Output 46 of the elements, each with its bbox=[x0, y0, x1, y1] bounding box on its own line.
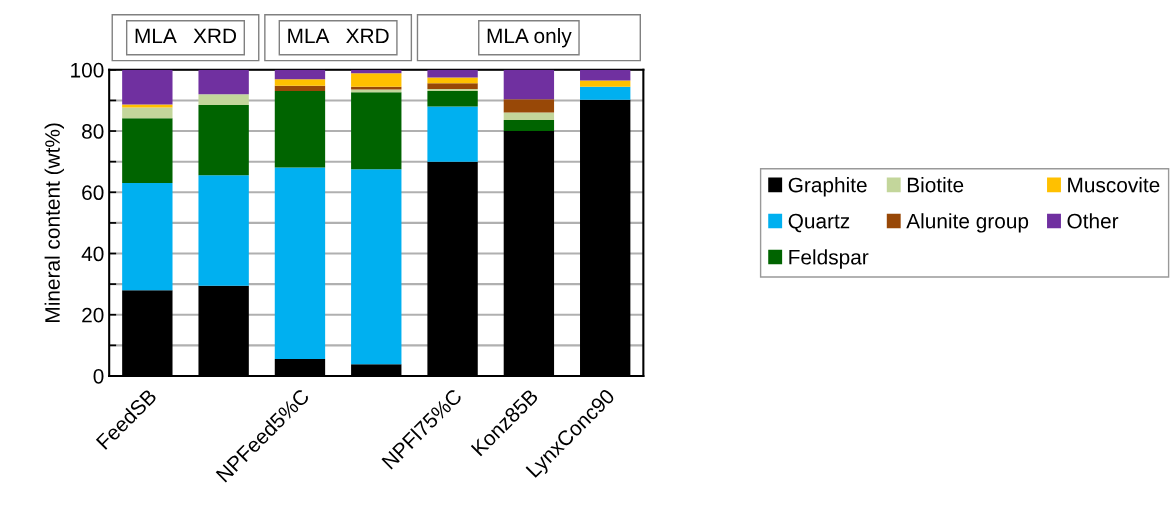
bar bbox=[122, 104, 173, 108]
legend-label: Other bbox=[1067, 213, 1119, 229]
bar bbox=[122, 69, 173, 105]
y-tick-label: 20 bbox=[82, 307, 104, 323]
bar bbox=[274, 69, 326, 80]
text: MLA XRD bbox=[288, 28, 389, 44]
bar bbox=[427, 90, 478, 107]
bar bbox=[580, 69, 631, 81]
bar bbox=[580, 80, 631, 87]
bar bbox=[503, 120, 555, 132]
bar bbox=[274, 90, 326, 168]
bar bbox=[427, 83, 478, 90]
bar bbox=[351, 92, 402, 170]
bar bbox=[351, 73, 402, 87]
bar bbox=[503, 69, 555, 100]
bar bbox=[274, 79, 326, 86]
legend-label: Alunite group bbox=[906, 213, 1029, 233]
bar bbox=[198, 175, 249, 286]
bar bbox=[503, 99, 555, 113]
y-tick-label: 0 bbox=[93, 368, 104, 384]
bar bbox=[503, 112, 555, 121]
bar bbox=[351, 169, 402, 365]
bar bbox=[427, 69, 478, 78]
y-tick-label: 80 bbox=[82, 124, 104, 139]
legend-label: Graphite bbox=[788, 177, 867, 197]
legend-label: Muscovite bbox=[1068, 177, 1160, 193]
legend-label: Quartz bbox=[788, 213, 850, 233]
bar bbox=[198, 105, 249, 176]
y-tick-label: 100 bbox=[71, 62, 104, 78]
bar bbox=[274, 85, 326, 91]
bar bbox=[274, 167, 326, 360]
bar bbox=[122, 118, 173, 184]
bar bbox=[198, 94, 249, 106]
bar bbox=[427, 106, 478, 162]
bar bbox=[427, 77, 478, 84]
y-axis-title: Mineral content (wt%) bbox=[44, 123, 64, 322]
text: MLA only bbox=[487, 27, 572, 48]
bar bbox=[580, 86, 631, 100]
bar bbox=[122, 183, 173, 291]
y-tick-label: 40 bbox=[81, 246, 104, 262]
text: MLA XRD bbox=[135, 28, 237, 44]
y-tick-label: 60 bbox=[82, 185, 104, 201]
bar bbox=[198, 69, 249, 95]
legend-label: Biotite bbox=[907, 177, 964, 193]
legend-label: Feldspar bbox=[789, 249, 869, 269]
bar bbox=[122, 107, 173, 119]
